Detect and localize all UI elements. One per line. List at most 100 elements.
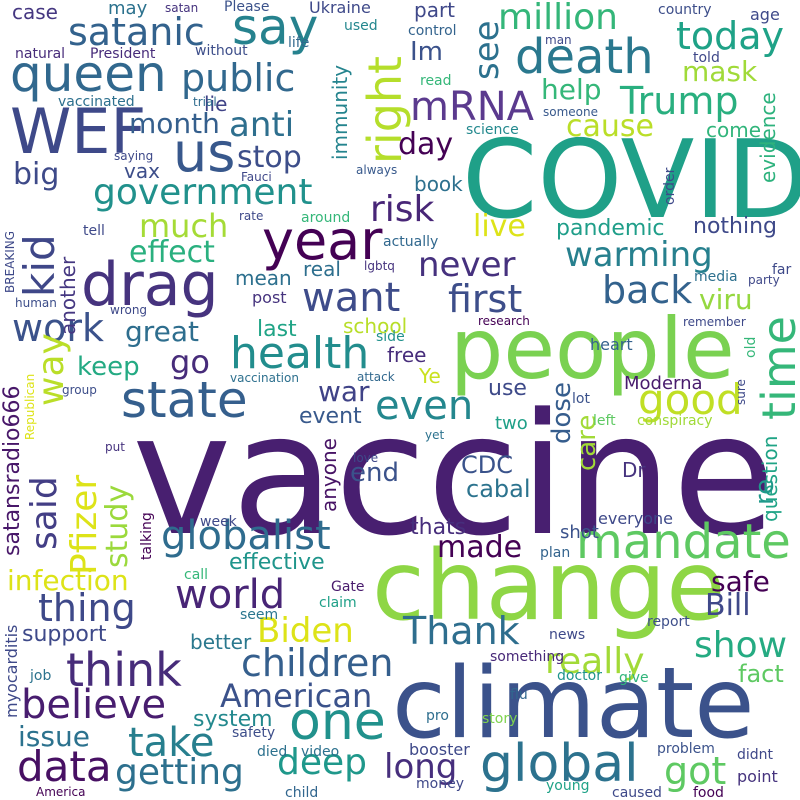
word-one: one [289,692,386,752]
word-news: news [549,627,586,643]
word-vax: vax [124,159,160,183]
word-moderna: Moderna [624,373,703,394]
word-doctor: doctor [557,668,602,684]
word-believe: believe [21,682,167,728]
word-another: another [56,256,80,335]
word-order: order [662,167,678,205]
word-help: help [541,73,602,106]
word-thank: Thank [403,609,520,653]
word-queen: queen [10,45,167,103]
word-kid: kid [15,234,64,297]
word-effect: effect [129,235,215,270]
word-getting: getting [115,752,244,793]
word-always: always [356,163,398,177]
word-use: use [488,376,527,401]
word-trial: trial [193,95,217,109]
word-case: case [12,0,58,24]
word-tell: tell [83,223,105,239]
word-satansradio666: satansradio666 [0,385,25,556]
word-study: study [100,484,135,568]
word-cdc: CDC [461,451,513,479]
word-plan: plan [540,545,571,561]
word-people: people [450,300,735,398]
word-health: health [230,328,370,379]
word-thing: thing [38,586,136,630]
word-today: today [676,14,785,58]
word-children: children [241,641,394,685]
word-book: book [414,172,463,196]
word-vaccine: vaccine [132,377,776,573]
word-cabal: cabal [466,475,531,503]
word-global: global [480,734,639,794]
word-show: show [694,625,788,666]
word-support: support [22,622,107,647]
word-work: work [12,306,104,350]
word-saying: saying [114,149,154,163]
word-trump: Trump [620,79,739,123]
word-conspiracy: conspiracy [637,413,713,429]
word-nothing: nothing [693,214,777,239]
word-death: death [515,29,654,85]
word-problem: problem [657,741,715,757]
word-wrong: wrong [110,303,148,317]
word-man: man [545,33,572,47]
word-love: love [353,451,379,465]
word-great: great [125,315,200,348]
word-give: give [619,670,649,686]
word-told: told [693,50,720,66]
word-world: world [175,572,286,618]
word-week: week [200,514,237,530]
word-put: put [105,440,125,454]
word-long: long [384,747,458,787]
word-gate: Gate [331,579,365,595]
word-talking: talking [139,512,155,560]
word-something: something [490,649,565,665]
word-real: real [303,257,341,281]
word-state: state [121,371,248,429]
word-please: Please [224,0,270,15]
word-american: American [220,677,373,715]
word-safe: safe [711,565,770,598]
word-natural: natural [15,46,66,62]
word-lot: lot [572,391,590,407]
word-shot: shot [560,522,599,543]
word-caused: caused [612,785,662,800]
word-public: public [181,56,296,100]
word-food: food [693,785,724,800]
word-thats: thats [410,515,467,540]
word-two: two [495,413,528,434]
word-media: media [694,269,738,285]
word-risk: risk [370,189,435,230]
word-lgbtq: lgbtq [364,259,395,273]
word-covid: COVID [462,118,800,243]
word-bill: Bill [705,588,751,623]
word-never: never [418,245,516,285]
word-around: around [301,210,351,226]
word-seem: seem [240,607,279,623]
word-globalist: globalist [161,513,331,559]
word-want: want [302,275,401,321]
word-part: part [414,0,456,22]
word-young: young [546,778,590,794]
word-first: first [448,277,523,321]
word-call: call [184,567,209,583]
word-deep: deep [277,742,367,783]
word-immunity: immunity [328,64,352,160]
word-heart: heart [590,335,633,354]
word-actually: actually [383,234,439,250]
word-used: used [344,18,378,34]
word-come: come [706,118,762,142]
word-pro: pro [426,708,449,724]
word-back: back [602,268,693,312]
word-system: system [193,707,273,732]
word-war: war [318,375,370,408]
word-life: life [288,35,310,51]
word-control: control [408,23,457,39]
word-someone: someone [543,105,598,119]
word-age: age [750,5,780,24]
word-ukraine: Ukraine [309,0,371,17]
word-year: year [262,209,383,272]
word-story: story [482,711,518,727]
word-keep: keep [77,352,140,382]
word-said: said [24,476,65,550]
